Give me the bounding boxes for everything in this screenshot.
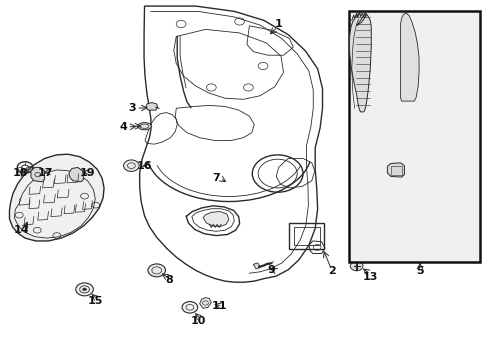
Polygon shape — [146, 103, 158, 110]
Text: 6: 6 — [408, 179, 416, 189]
Text: 18: 18 — [12, 168, 28, 178]
Circle shape — [148, 264, 165, 277]
Text: 10: 10 — [190, 316, 205, 325]
Text: 19: 19 — [80, 168, 95, 178]
Circle shape — [82, 288, 86, 291]
Polygon shape — [400, 13, 418, 101]
Text: 12: 12 — [382, 212, 398, 221]
Text: 1: 1 — [274, 19, 282, 29]
Bar — [289, 223, 324, 249]
Text: 8: 8 — [165, 275, 172, 285]
Polygon shape — [355, 197, 371, 212]
Text: 13: 13 — [362, 272, 377, 282]
Circle shape — [349, 261, 362, 271]
Text: 2: 2 — [328, 266, 335, 276]
Circle shape — [123, 160, 139, 171]
Polygon shape — [69, 167, 83, 182]
Bar — [390, 166, 401, 175]
Text: 17: 17 — [38, 168, 53, 178]
Text: 15: 15 — [88, 296, 103, 306]
Circle shape — [182, 302, 197, 313]
Bar — [348, 12, 479, 262]
Ellipse shape — [138, 123, 151, 130]
Text: 7: 7 — [212, 173, 220, 183]
Circle shape — [76, 283, 93, 296]
Polygon shape — [348, 12, 370, 112]
Polygon shape — [9, 154, 104, 241]
Bar — [253, 263, 260, 269]
Text: 16: 16 — [137, 161, 152, 171]
Polygon shape — [31, 167, 44, 182]
Polygon shape — [199, 298, 211, 309]
Bar — [359, 200, 368, 209]
Polygon shape — [386, 163, 404, 177]
Text: 4: 4 — [120, 122, 127, 132]
Text: 11: 11 — [211, 301, 226, 311]
Text: 5: 5 — [415, 266, 423, 276]
Polygon shape — [203, 212, 228, 226]
Text: 9: 9 — [267, 265, 275, 275]
Bar — [294, 226, 319, 245]
Text: 14: 14 — [13, 225, 29, 235]
Text: 3: 3 — [128, 103, 136, 113]
